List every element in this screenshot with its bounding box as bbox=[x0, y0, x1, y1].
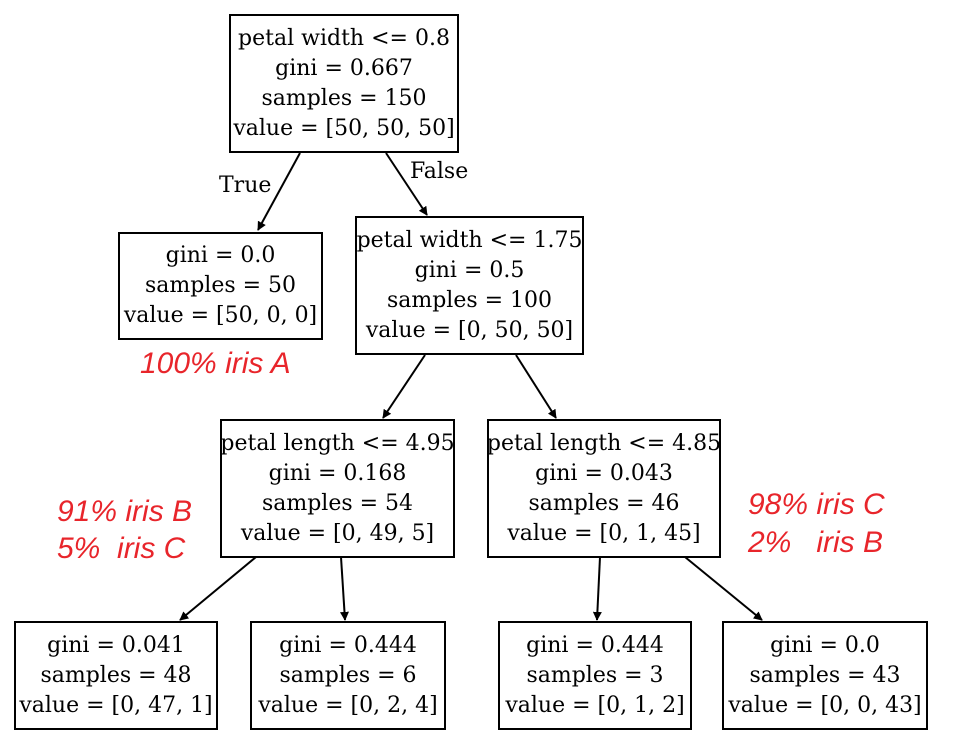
edge-right-inner-to-leaf-3 bbox=[592, 556, 602, 621]
edge-label-true: True bbox=[219, 173, 272, 198]
node-gini: gini = 0.043 bbox=[535, 460, 673, 486]
annotation-right-line1: 98% iris C bbox=[748, 488, 885, 521]
node-split: petal width <= 1.75 bbox=[356, 227, 583, 253]
node-samples: samples = 54 bbox=[261, 490, 414, 516]
edge-mid-to-right-inner bbox=[515, 354, 557, 419]
annotation-left-line1: 91% iris B bbox=[57, 495, 193, 528]
node-samples: samples = 150 bbox=[261, 85, 427, 111]
mid-node: petal width <= 1.75 gini = 0.5 samples =… bbox=[355, 216, 584, 355]
node-gini: gini = 0.0 bbox=[165, 243, 276, 268]
node-gini: gini = 0.0 bbox=[770, 632, 880, 658]
annotation-left-line2: 5% iris C bbox=[57, 532, 186, 565]
node-samples: samples = 50 bbox=[144, 273, 297, 298]
node-split: petal width <= 0.8 bbox=[238, 25, 450, 51]
node-value: value = [0, 50, 50] bbox=[365, 317, 574, 343]
node-gini: gini = 0.667 bbox=[275, 55, 413, 81]
leaf-node-2: gini = 0.444 samples = 6 value = [0, 2, … bbox=[250, 621, 446, 730]
node-gini: gini = 0.041 bbox=[47, 632, 185, 658]
annotation-right-line2: 2% iris B bbox=[748, 526, 884, 559]
node-value: value = [50, 50, 50] bbox=[233, 115, 455, 141]
right-inner-node: petal length <= 4.85 gini = 0.043 sample… bbox=[487, 419, 721, 558]
leaf-node-3: gini = 0.444 samples = 3 value = [0, 1, … bbox=[498, 621, 692, 730]
node-samples: samples = 48 bbox=[40, 662, 192, 688]
node-samples: samples = 43 bbox=[749, 662, 901, 688]
edge-mid-to-left-inner bbox=[382, 354, 426, 419]
node-gini: gini = 0.5 bbox=[414, 257, 525, 283]
root-node: petal width <= 0.8 gini = 0.667 samples … bbox=[229, 14, 459, 153]
node-split: petal length <= 4.85 bbox=[486, 430, 722, 456]
node-split: petal length <= 4.95 bbox=[220, 430, 455, 456]
node-value: value = [0, 2, 4] bbox=[258, 692, 438, 718]
node-samples: samples = 3 bbox=[526, 662, 664, 688]
edge-left-inner-to-leaf-2 bbox=[339, 556, 349, 621]
node-value: value = [0, 1, 45] bbox=[507, 520, 701, 546]
edge-right-inner-to-leaf-4 bbox=[684, 556, 763, 621]
edge-left-inner-to-leaf-1 bbox=[179, 556, 257, 621]
node-samples: samples = 46 bbox=[528, 490, 680, 516]
leaf-node-1: gini = 0.041 samples = 48 value = [0, 47… bbox=[14, 621, 218, 730]
node-value: value = [0, 49, 5] bbox=[240, 520, 435, 546]
node-value: value = [0, 1, 2] bbox=[505, 692, 685, 718]
leaf-node-4: gini = 0.0 samples = 43 value = [0, 0, 4… bbox=[722, 621, 928, 730]
edge-root-to-leaf-a bbox=[257, 152, 301, 231]
edge-root-to-mid bbox=[385, 152, 428, 216]
edge-label-false: False bbox=[410, 159, 469, 184]
node-samples: samples = 100 bbox=[386, 287, 553, 313]
annotation-leaf-a: 100% iris A bbox=[140, 347, 291, 380]
node-value: value = [0, 0, 43] bbox=[728, 692, 922, 718]
leaf-node-a: gini = 0.0 samples = 50 value = [50, 0, … bbox=[118, 232, 323, 340]
node-gini: gini = 0.444 bbox=[279, 632, 417, 658]
node-gini: gini = 0.444 bbox=[526, 632, 664, 658]
node-gini: gini = 0.168 bbox=[268, 460, 407, 486]
node-samples: samples = 6 bbox=[279, 662, 417, 688]
node-value: value = [0, 47, 1] bbox=[19, 692, 213, 718]
left-inner-node: petal length <= 4.95 gini = 0.168 sample… bbox=[220, 419, 455, 558]
node-value: value = [50, 0, 0] bbox=[123, 303, 318, 328]
